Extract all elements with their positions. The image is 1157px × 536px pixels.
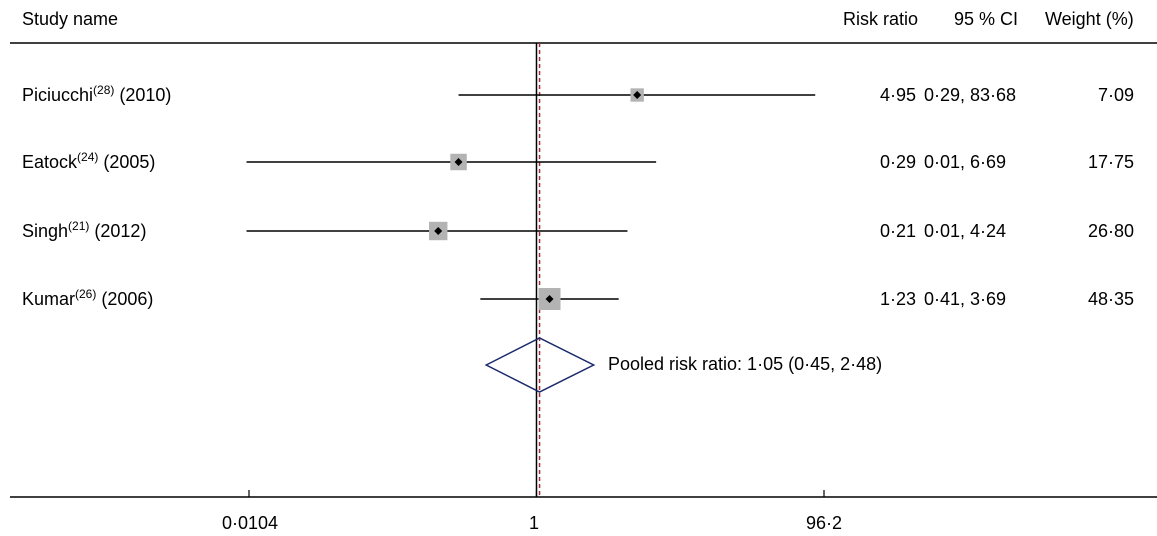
risk-ratio-value: 0·21 [879, 221, 916, 241]
pooled-diamond [484, 337, 596, 393]
x-tick-label: 0·0104 [221, 513, 279, 533]
ci-value: 0·29, 83·68 [924, 85, 1017, 105]
weight-value: 7·09 [1097, 85, 1134, 105]
header-risk-ratio: Risk ratio [843, 9, 919, 29]
study-name: Piciucchi [22, 85, 94, 105]
header-weight: Weight (%) [1045, 9, 1134, 29]
weight-value: 17·75 [1087, 152, 1134, 172]
header-study-name: Study name [22, 9, 119, 29]
point-estimate [454, 158, 463, 166]
study-label: Eatock(24) (2005) [22, 150, 156, 172]
weight-value: 48·35 [1087, 289, 1134, 309]
study-name: Eatock [22, 152, 78, 172]
point-estimate [545, 295, 554, 303]
point-estimate [633, 91, 642, 99]
study-name: Singh [22, 221, 69, 241]
risk-ratio-value: 4·95 [879, 85, 916, 105]
study-ref: (26) [75, 287, 97, 301]
pooled-label: Pooled risk ratio: 1·05 (0·45, 2·48) [608, 354, 883, 374]
risk-ratio-value: 0·29 [879, 152, 916, 172]
x-tick-label: 96·2 [805, 513, 843, 533]
study-label: Kumar(26) (2006) [22, 287, 154, 309]
study-year: (2005) [103, 152, 156, 172]
study-name: Kumar [22, 289, 76, 309]
point-estimate [434, 227, 443, 235]
x-tick-label: 1 [528, 513, 539, 533]
study-label: Singh(21) (2012) [22, 219, 147, 241]
study-ref: (28) [93, 83, 115, 97]
risk-ratio-value: 1·23 [879, 289, 916, 309]
ci-value: 0·41, 3·69 [924, 289, 1007, 309]
ci-value: 0·01, 4·24 [924, 221, 1007, 241]
weight-value: 26·80 [1087, 221, 1134, 241]
header-ci: 95 % CI [954, 9, 1019, 29]
ci-value: 0·01, 6·69 [924, 152, 1007, 172]
study-ref: (21) [68, 219, 90, 233]
study-year: (2010) [119, 85, 172, 105]
study-year: (2006) [101, 289, 154, 309]
study-year: (2012) [94, 221, 147, 241]
study-ref: (24) [77, 150, 99, 164]
study-label: Piciucchi(28) (2010) [22, 83, 172, 105]
